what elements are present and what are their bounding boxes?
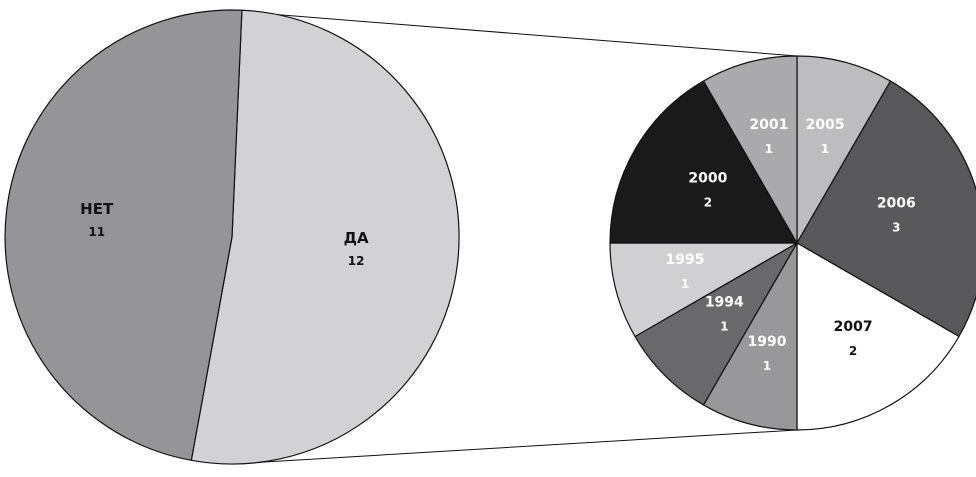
sub-value-2007: 2 <box>849 344 857 358</box>
main-value-da: 12 <box>348 254 365 268</box>
main-slice-net <box>4 9 243 461</box>
sub-slice-2005 <box>796 55 892 244</box>
main-slice-da <box>190 9 460 465</box>
connector-line-bottom <box>231 429 798 465</box>
sub-value-1995: 1 <box>681 277 689 291</box>
sub-slice-2001 <box>702 55 798 244</box>
sub-label-1994: 1994 <box>705 295 744 311</box>
main-value-net: 11 <box>88 225 105 239</box>
sub-pie <box>609 55 976 431</box>
sub-value-2005: 1 <box>821 142 829 156</box>
sub-value-2000: 2 <box>704 196 712 210</box>
sub-slice-1995 <box>609 242 798 338</box>
main-label-da: ДА <box>344 229 369 247</box>
connector-lines <box>231 10 798 465</box>
sub-slice-2000 <box>609 80 798 244</box>
sub-label-1990: 1990 <box>748 334 787 350</box>
sub-value-1990: 1 <box>763 359 771 373</box>
sub-slice-2006 <box>796 80 976 338</box>
sub-label-2000: 2000 <box>688 171 727 187</box>
sub-label-2007: 2007 <box>834 319 873 335</box>
main-pie <box>4 9 460 465</box>
sub-label-2001: 2001 <box>749 117 788 133</box>
sub-value-2001: 1 <box>765 142 773 156</box>
sub-value-2006: 3 <box>892 220 900 234</box>
sub-label-1995: 1995 <box>666 252 705 268</box>
connector-line-top <box>231 10 798 57</box>
main-label-net: НЕТ <box>80 200 114 218</box>
sub-slice-1990 <box>702 242 798 431</box>
sub-label-2006: 2006 <box>877 195 916 211</box>
slice-labels: ДА12НЕТ112005120063200721990119941199512… <box>80 117 916 373</box>
sub-label-2005: 2005 <box>806 117 845 133</box>
sub-value-1994: 1 <box>720 320 728 334</box>
sub-slice-2007 <box>796 242 960 431</box>
sub-slice-1994 <box>634 242 798 406</box>
